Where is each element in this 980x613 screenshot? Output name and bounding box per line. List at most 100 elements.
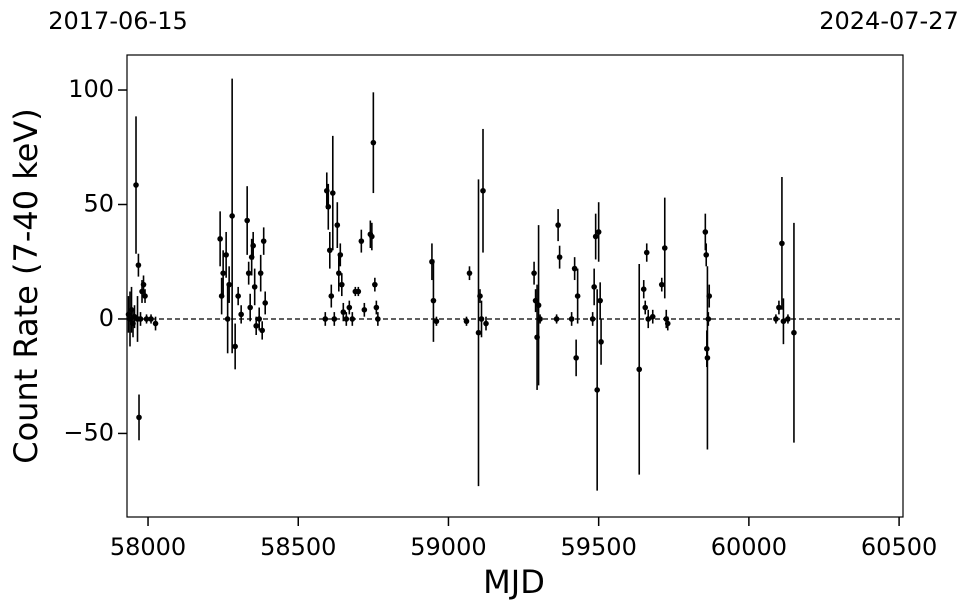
data-point [589,316,596,322]
data-point [643,249,650,256]
data-point [232,343,238,350]
data-point [537,316,543,322]
data-point [135,262,142,268]
data-point [238,311,244,318]
data-point [645,316,652,322]
data-point [704,355,711,361]
y-tick-label: 0 [99,304,114,332]
data-point [640,286,647,293]
x-tick-label: 59000 [410,533,486,561]
data-point [780,318,787,325]
data-point [136,414,142,421]
x-axis-label: MJD [483,563,545,601]
data-point [220,270,226,276]
data-point [463,318,470,325]
y-tick-label: −50 [63,418,114,446]
data-point [568,316,575,322]
data-point [776,304,782,311]
y-tick-label: 100 [68,75,114,103]
start-date: 2017-06-15 [48,7,187,35]
data-point [594,387,600,393]
y-axis-label: Count Rate (7-40 keV) [7,108,45,463]
data-point [573,355,579,361]
end-date: 2024-07-27 [819,7,958,35]
data-point [785,316,791,322]
data-point [346,304,353,311]
data-point [133,182,139,188]
data-point [329,190,336,196]
data-point [531,270,537,276]
data-point [229,213,235,219]
data-point [256,316,262,322]
data-point [245,270,252,276]
data-point [339,281,345,288]
data-point [791,329,797,336]
data-point [253,323,259,329]
data-point [555,222,561,228]
data-point [244,217,250,224]
data-point [340,309,347,315]
data-point [358,238,365,244]
data-point [260,238,267,244]
data-point [326,247,333,254]
data-point [322,316,329,322]
data-point [361,307,368,313]
data-point [325,203,332,210]
data-point [328,293,335,299]
data-point [259,327,265,334]
data-point [535,302,542,309]
x-tick-label: 58500 [260,533,336,561]
data-point [642,304,649,311]
data-point [247,304,253,311]
data-point [142,293,148,299]
data-point [571,265,578,272]
data-point [217,236,223,242]
data-point [477,293,483,299]
data-point [661,245,668,251]
data-point [370,139,377,146]
x-tick-label: 60500 [861,533,937,561]
data-point [355,288,362,295]
data-point [372,281,378,288]
data-point [773,316,779,322]
data-point [369,233,375,240]
data-point [480,187,486,194]
data-point [373,304,380,311]
data-point [224,316,231,322]
data-point [556,254,563,260]
data-point [649,313,656,320]
x-tick-label: 58000 [110,533,186,561]
data-point [433,318,440,325]
x-tick-label: 59500 [560,533,636,561]
data-point [226,281,232,288]
data-point [591,284,597,290]
y-tick-label: 50 [83,189,114,217]
data-point [143,316,150,322]
data-point [664,320,671,327]
plot-frame [126,54,904,518]
data-point [331,316,338,322]
data-point [597,297,603,304]
data-point [152,320,159,327]
data-point [636,366,643,373]
data-point [592,233,599,240]
data-point [223,252,229,258]
data-point [375,316,381,322]
data-point [148,316,154,322]
data-point [343,316,350,322]
data-point [483,320,489,327]
x-tick-label: 60000 [711,533,787,561]
data-point [705,316,712,322]
data-point [430,297,437,304]
data-point [251,284,258,290]
data-point [658,281,665,288]
data-point [466,270,473,276]
data-point [702,229,709,235]
data-point [703,252,710,258]
data-point [337,252,344,258]
data-point [706,293,713,299]
data-point [334,222,341,228]
data-point [235,293,241,299]
data-point [478,316,485,322]
